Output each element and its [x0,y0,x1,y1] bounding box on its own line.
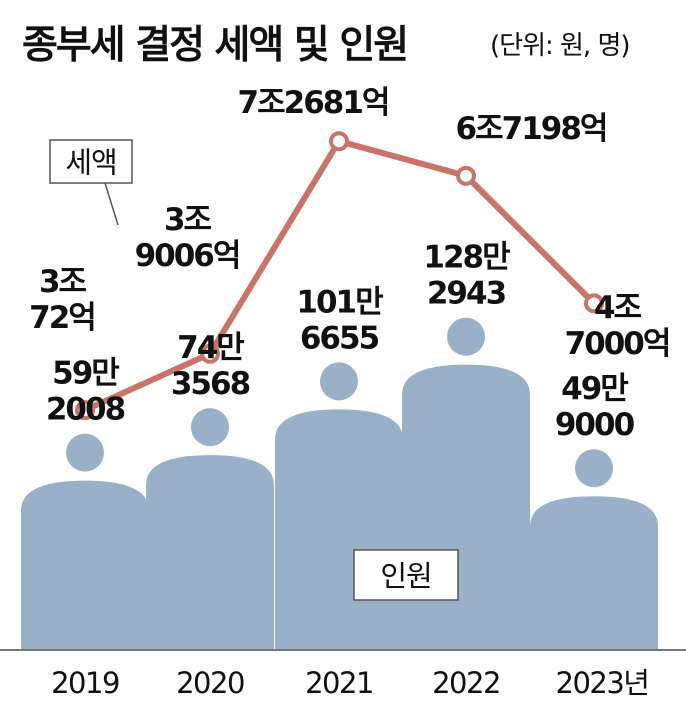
people-label-2021: 101만 6655 [296,284,383,356]
x-tick-2019: 2019 [51,666,119,700]
x-tick-2021: 2021 [305,666,373,700]
tax-point-2022 [456,165,476,186]
people-label-2019: 59만 2008 [46,356,125,428]
x-axis-labels: 2019 2020 2021 2022 2023년 [51,666,650,700]
people-head-2022 [447,317,485,356]
people-head-2019 [66,433,104,472]
people-label-2023년: 49만 9000 [555,371,635,443]
tax-point-2020 [200,343,220,364]
chart-title: 종부세 결정 세액 및 인원 [22,23,407,68]
people-label-2020: 74만 3568 [171,330,250,402]
tax-tag-pointer [104,182,119,226]
people-head-2020 [191,408,229,447]
people-label-2022: 128만 2943 [423,240,510,312]
people-head-2023년 [575,449,613,488]
people-series-tag-box [353,549,459,601]
tax-label-2022: 6조7198억 [456,111,607,147]
people-bar-2019 [21,480,149,650]
people-series-tag: 인원 [380,559,431,593]
tax-point-2023년 [584,293,604,314]
people-bar-2023년 [530,496,658,650]
people-bar-2022 [402,364,530,650]
value-labels: 59만 2008 74만 3568 101만 6655 128만 2943 49만 9000 3조 7… [29,85,671,443]
x-tick-2020: 2020 [176,666,244,700]
people-bar-2021 [275,409,403,650]
tax-label-2020: 3조 9006억 [135,202,240,274]
people-bar-2020 [146,455,274,650]
unit-note: (단위: 원, 명) [490,31,630,61]
tax-series-tag: 세액 [65,146,116,180]
tax-label-2019: 3조 72억 [29,264,95,336]
tax-label-2023년: 4조 7000억 [565,290,670,362]
x-tick-2023년: 2023년 [556,666,649,700]
tax-line [75,131,604,421]
tax-series-tag-box [49,139,133,184]
tax-point-2021 [329,131,349,152]
x-tick-2022: 2022 [432,666,500,700]
people-head-2021 [320,362,358,401]
tax-label-2021: 7조2681억 [238,85,389,121]
tax-point-2019 [75,400,95,421]
